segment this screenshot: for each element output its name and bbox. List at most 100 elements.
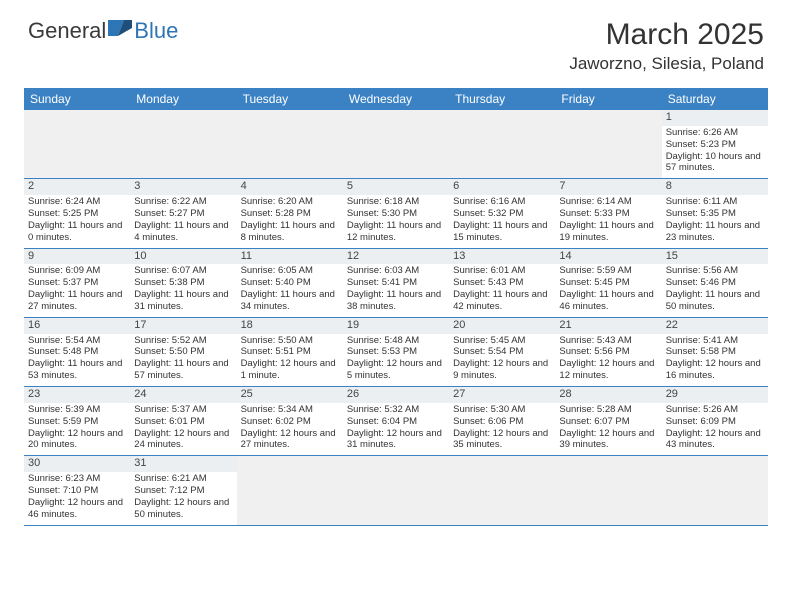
calendar-day-cell: 9Sunrise: 6:09 AMSunset: 5:37 PMDaylight… [24,249,130,317]
daylight-text: Daylight: 11 hours and 34 minutes. [241,289,339,313]
sunset-text: Sunset: 5:38 PM [134,277,232,289]
calendar-week-row: 9Sunrise: 6:09 AMSunset: 5:37 PMDaylight… [24,249,768,318]
sunrise-text: Sunrise: 6:03 AM [347,265,445,277]
sunrise-text: Sunrise: 5:50 AM [241,335,339,347]
day-number: 11 [237,249,343,265]
calendar-day-cell: 16Sunrise: 5:54 AMSunset: 5:48 PMDayligh… [24,318,130,386]
calendar-day-cell: 19Sunrise: 5:48 AMSunset: 5:53 PMDayligh… [343,318,449,386]
calendar-day-cell: 13Sunrise: 6:01 AMSunset: 5:43 PMDayligh… [449,249,555,317]
sunrise-text: Sunrise: 5:56 AM [666,265,764,277]
weekday-header: Thursday [449,88,555,110]
day-number: 15 [662,249,768,265]
calendar-day-cell: 20Sunrise: 5:45 AMSunset: 5:54 PMDayligh… [449,318,555,386]
daylight-text: Daylight: 12 hours and 39 minutes. [559,428,657,452]
day-number: 14 [555,249,661,265]
daylight-text: Daylight: 10 hours and 57 minutes. [666,151,764,175]
weekday-header: Friday [555,88,661,110]
logo-text-1: General [28,18,106,44]
sunset-text: Sunset: 5:33 PM [559,208,657,220]
daylight-text: Daylight: 12 hours and 9 minutes. [453,358,551,382]
day-number: 5 [343,179,449,195]
day-number: 22 [662,318,768,334]
day-number: 31 [130,456,236,472]
weekday-header: Tuesday [237,88,343,110]
calendar-day-cell: 18Sunrise: 5:50 AMSunset: 5:51 PMDayligh… [237,318,343,386]
calendar-week-row: 16Sunrise: 5:54 AMSunset: 5:48 PMDayligh… [24,318,768,387]
sunrise-text: Sunrise: 5:32 AM [347,404,445,416]
calendar-day-cell: 21Sunrise: 5:43 AMSunset: 5:56 PMDayligh… [555,318,661,386]
sunset-text: Sunset: 6:04 PM [347,416,445,428]
daylight-text: Daylight: 11 hours and 53 minutes. [28,358,126,382]
daylight-text: Daylight: 11 hours and 12 minutes. [347,220,445,244]
logo-text-2: Blue [134,18,178,44]
calendar-week-row: 1Sunrise: 6:26 AMSunset: 5:23 PMDaylight… [24,110,768,179]
calendar: SundayMondayTuesdayWednesdayThursdayFrid… [24,88,768,526]
day-number: 24 [130,387,236,403]
sunrise-text: Sunrise: 5:45 AM [453,335,551,347]
sunset-text: Sunset: 5:27 PM [134,208,232,220]
calendar-empty-cell [237,110,343,178]
sunrise-text: Sunrise: 5:39 AM [28,404,126,416]
daylight-text: Daylight: 12 hours and 43 minutes. [666,428,764,452]
sunrise-text: Sunrise: 6:23 AM [28,473,126,485]
calendar-day-cell: 27Sunrise: 5:30 AMSunset: 6:06 PMDayligh… [449,387,555,455]
calendar-empty-cell [237,456,343,524]
weekday-header: Sunday [24,88,130,110]
daylight-text: Daylight: 11 hours and 23 minutes. [666,220,764,244]
calendar-empty-cell [449,110,555,178]
daylight-text: Daylight: 11 hours and 50 minutes. [666,289,764,313]
daylight-text: Daylight: 12 hours and 5 minutes. [347,358,445,382]
sunset-text: Sunset: 5:50 PM [134,346,232,358]
calendar-day-cell: 5Sunrise: 6:18 AMSunset: 5:30 PMDaylight… [343,179,449,247]
sunset-text: Sunset: 6:02 PM [241,416,339,428]
daylight-text: Daylight: 12 hours and 1 minute. [241,358,339,382]
daylight-text: Daylight: 11 hours and 38 minutes. [347,289,445,313]
sunrise-text: Sunrise: 6:18 AM [347,196,445,208]
sunset-text: Sunset: 5:25 PM [28,208,126,220]
daylight-text: Daylight: 11 hours and 0 minutes. [28,220,126,244]
sunset-text: Sunset: 5:43 PM [453,277,551,289]
sunrise-text: Sunrise: 6:01 AM [453,265,551,277]
sunset-text: Sunset: 5:32 PM [453,208,551,220]
day-number: 8 [662,179,768,195]
sunset-text: Sunset: 6:09 PM [666,416,764,428]
calendar-day-cell: 31Sunrise: 6:21 AMSunset: 7:12 PMDayligh… [130,456,236,524]
sunrise-text: Sunrise: 6:09 AM [28,265,126,277]
calendar-week-row: 30Sunrise: 6:23 AMSunset: 7:10 PMDayligh… [24,456,768,525]
sunrise-text: Sunrise: 5:52 AM [134,335,232,347]
sunrise-text: Sunrise: 6:05 AM [241,265,339,277]
sunrise-text: Sunrise: 5:26 AM [666,404,764,416]
calendar-body: 1Sunrise: 6:26 AMSunset: 5:23 PMDaylight… [24,110,768,526]
daylight-text: Daylight: 11 hours and 4 minutes. [134,220,232,244]
calendar-day-cell: 15Sunrise: 5:56 AMSunset: 5:46 PMDayligh… [662,249,768,317]
calendar-empty-cell [130,110,236,178]
daylight-text: Daylight: 12 hours and 50 minutes. [134,497,232,521]
sunset-text: Sunset: 5:41 PM [347,277,445,289]
month-title: March 2025 [569,18,764,52]
sunset-text: Sunset: 5:40 PM [241,277,339,289]
daylight-text: Daylight: 11 hours and 57 minutes. [134,358,232,382]
location: Jaworzno, Silesia, Poland [569,54,764,74]
daylight-text: Daylight: 12 hours and 16 minutes. [666,358,764,382]
weekday-header: Saturday [662,88,768,110]
sunrise-text: Sunrise: 6:11 AM [666,196,764,208]
daylight-text: Daylight: 12 hours and 20 minutes. [28,428,126,452]
calendar-day-cell: 29Sunrise: 5:26 AMSunset: 6:09 PMDayligh… [662,387,768,455]
sunrise-text: Sunrise: 6:20 AM [241,196,339,208]
calendar-header-row: SundayMondayTuesdayWednesdayThursdayFrid… [24,88,768,110]
calendar-day-cell: 14Sunrise: 5:59 AMSunset: 5:45 PMDayligh… [555,249,661,317]
sunrise-text: Sunrise: 5:41 AM [666,335,764,347]
day-number: 19 [343,318,449,334]
header: General Blue March 2025 Jaworzno, Silesi… [0,0,792,82]
calendar-day-cell: 17Sunrise: 5:52 AMSunset: 5:50 PMDayligh… [130,318,236,386]
calendar-day-cell: 25Sunrise: 5:34 AMSunset: 6:02 PMDayligh… [237,387,343,455]
daylight-text: Daylight: 12 hours and 31 minutes. [347,428,445,452]
day-number: 26 [343,387,449,403]
sunrise-text: Sunrise: 5:48 AM [347,335,445,347]
day-number: 12 [343,249,449,265]
sunrise-text: Sunrise: 6:16 AM [453,196,551,208]
sunset-text: Sunset: 6:07 PM [559,416,657,428]
calendar-day-cell: 10Sunrise: 6:07 AMSunset: 5:38 PMDayligh… [130,249,236,317]
calendar-empty-cell [555,110,661,178]
daylight-text: Daylight: 12 hours and 12 minutes. [559,358,657,382]
